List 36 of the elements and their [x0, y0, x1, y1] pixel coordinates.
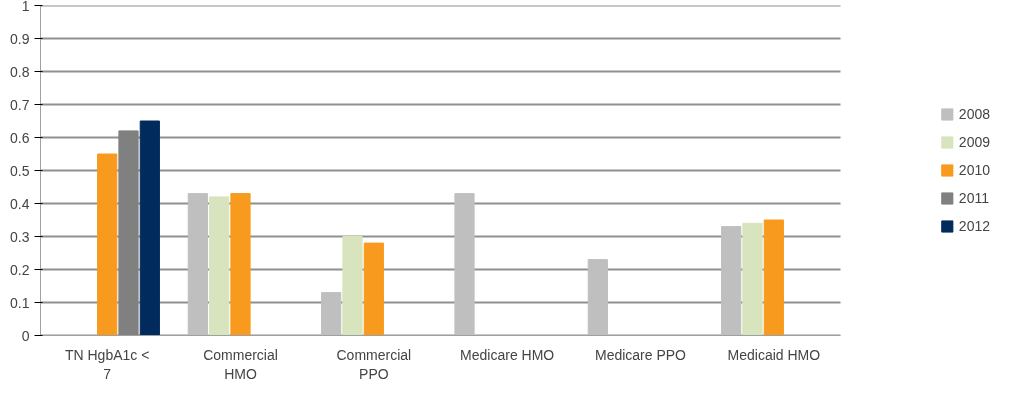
- y-tick-label: 0.9: [10, 30, 30, 47]
- x-tick-label: Commercial PPO: [336, 346, 412, 382]
- y-tick-label: 0.1: [10, 294, 30, 311]
- bar: [118, 130, 139, 336]
- bar: [97, 153, 118, 336]
- legend-label: 2008: [958, 106, 990, 122]
- legend-label: 2012: [958, 218, 990, 234]
- y-tick-label: 0.2: [10, 261, 30, 278]
- y-tick-label: 0.5: [10, 162, 30, 179]
- bar: [587, 259, 608, 336]
- bar: [209, 196, 230, 336]
- bar: [763, 219, 784, 336]
- x-tick-label: Medicaid HMO: [727, 346, 821, 363]
- y-tick-label: 0: [21, 327, 30, 344]
- y-tick-label: 0.8: [10, 63, 30, 80]
- bar: [187, 193, 208, 336]
- x-tick-label: Commercial HMO: [203, 346, 278, 382]
- y-tick-label: 0.4: [10, 195, 30, 212]
- bar: [342, 236, 363, 336]
- x-tick-label: Medicare PPO: [594, 346, 687, 363]
- bar: [139, 120, 160, 336]
- x-tick-label: Medicare HMO: [460, 346, 555, 363]
- y-tick-label: 0.3: [10, 228, 30, 245]
- legend-label: 2010: [958, 162, 990, 178]
- bar: [454, 193, 475, 336]
- bar: [321, 292, 342, 336]
- bar: [742, 222, 763, 336]
- bar: [721, 226, 742, 336]
- bar: [363, 242, 384, 336]
- y-tick-label: 1: [21, 0, 30, 14]
- x-tick-label: TN HgbA1c < 7: [64, 346, 150, 382]
- legend-label: 2011: [958, 190, 989, 206]
- y-tick-label: 0.7: [10, 96, 30, 113]
- bar: [230, 193, 251, 336]
- legend-label: 2009: [958, 134, 990, 150]
- y-tick-label: 0.6: [10, 129, 30, 146]
